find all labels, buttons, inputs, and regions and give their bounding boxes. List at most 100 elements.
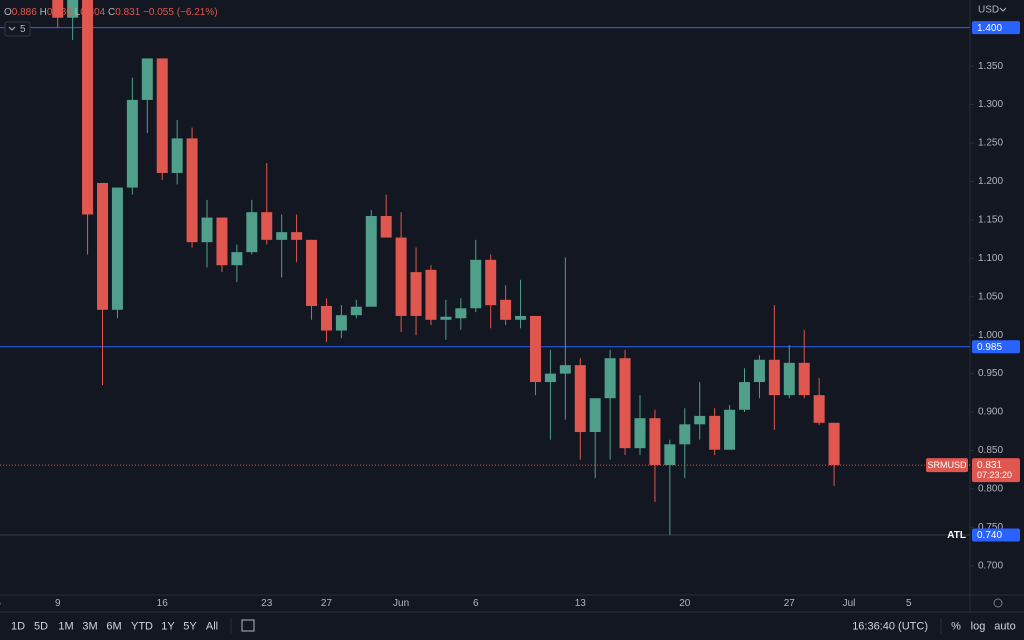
high-value: 0.886 xyxy=(47,7,72,18)
range-button[interactable]: YTD xyxy=(131,620,153,632)
candle-body xyxy=(291,232,303,240)
x-tick-label: 5 xyxy=(906,598,912,609)
y-tick-label: 1.250 xyxy=(978,138,1003,149)
clock: 16:36:40 (UTC) xyxy=(852,620,928,632)
price-line-label-bg xyxy=(972,340,1020,354)
candle-body xyxy=(425,269,437,320)
range-button[interactable]: 1M xyxy=(58,620,73,632)
candle-body xyxy=(171,138,183,173)
open-value: 0.886 xyxy=(12,7,37,18)
percent-button[interactable]: % xyxy=(951,620,961,632)
log-button[interactable]: log xyxy=(971,620,986,632)
candle-body xyxy=(709,415,721,450)
candle-body xyxy=(768,359,780,396)
candle-body xyxy=(589,398,601,433)
y-tick-label: 0.900 xyxy=(978,407,1003,418)
x-tick-label: 9 xyxy=(55,598,61,609)
candle-body xyxy=(186,138,198,243)
candle-body xyxy=(783,362,795,396)
candle-body xyxy=(529,315,541,383)
candle-body xyxy=(739,382,750,410)
low-value: 0.804 xyxy=(80,7,105,18)
candle-body xyxy=(828,422,840,466)
y-tick-label: 1.150 xyxy=(978,214,1003,225)
x-tick-label: 27 xyxy=(321,598,333,609)
date-range-icon[interactable] xyxy=(241,619,255,632)
price-line-label-bg xyxy=(972,21,1020,35)
range-button[interactable]: 5D xyxy=(34,620,48,632)
candle-body xyxy=(604,358,616,399)
x-tick-label: Jul xyxy=(843,598,856,609)
candle-body xyxy=(634,418,646,449)
candle-body xyxy=(500,299,512,320)
currency-arrow xyxy=(999,7,1007,12)
settings-icon[interactable] xyxy=(993,598,1003,608)
open-prefix: O0.886 H0.886 L0.804 C0.831 −0.055 (−6.2… xyxy=(4,7,218,18)
candle-body xyxy=(694,415,706,425)
candle-body xyxy=(201,217,213,243)
range-button[interactable]: All xyxy=(206,620,218,632)
symbol-label-bg xyxy=(926,458,968,473)
x-tick-label: 16 xyxy=(157,598,169,609)
range-button[interactable]: 1Y xyxy=(161,620,175,632)
range-button[interactable]: 1D xyxy=(11,620,25,632)
candle-body xyxy=(813,395,825,423)
candle-body xyxy=(82,0,94,215)
candle-body xyxy=(335,315,347,331)
y-tick-label: 1.050 xyxy=(978,291,1003,302)
y-tick-label: 1.100 xyxy=(978,253,1003,264)
candle-body xyxy=(231,252,243,266)
candle-body xyxy=(97,182,109,310)
candle-body xyxy=(679,424,691,445)
x-tick-label: 5 xyxy=(0,598,1,609)
badge-arrow xyxy=(8,26,16,31)
candle-body xyxy=(320,305,332,331)
candle-body xyxy=(395,237,407,316)
high-prefix: H xyxy=(40,7,47,18)
candle-body xyxy=(67,0,79,18)
axes: 0.700 0.750 0.800 0.850 0.900 0.950 1.000 1.050… xyxy=(0,21,1020,609)
x-tick-label: 23 xyxy=(261,598,273,609)
y-tick-label: 1.200 xyxy=(978,176,1003,187)
x-tick-label: Jun xyxy=(393,598,409,609)
atl-text: ATL xyxy=(947,530,966,541)
x-tick-label: 27 xyxy=(784,598,796,609)
candle-body xyxy=(515,315,527,320)
candle-body xyxy=(380,216,392,238)
candle-body xyxy=(365,216,377,307)
y-tick-label: 1.000 xyxy=(978,330,1003,341)
low-prefix: L xyxy=(75,7,81,18)
indicator-badge[interactable] xyxy=(4,21,31,37)
countdown: 07:23:20 xyxy=(977,470,1012,480)
x-tick-label: 20 xyxy=(679,598,691,609)
y-tick-label: 0.950 xyxy=(978,368,1003,379)
price-line-label: 1.400 xyxy=(977,23,1002,34)
last-price-label: 0.831 xyxy=(977,460,1002,471)
auto-button[interactable]: auto xyxy=(994,620,1015,632)
candle-body xyxy=(111,187,123,310)
candle-body xyxy=(440,316,452,320)
indicator-badge-label[interactable]: 5 xyxy=(20,24,26,35)
range-button[interactable]: 5Y xyxy=(183,620,197,632)
candle-body xyxy=(216,217,228,266)
candle-body xyxy=(619,358,631,449)
candle-body xyxy=(141,58,153,100)
candle-body xyxy=(455,308,467,319)
y-tick-label: 1.300 xyxy=(978,99,1003,110)
y-tick-label: 0.850 xyxy=(978,445,1003,456)
candle-body xyxy=(276,232,288,240)
range-button[interactable]: 3M xyxy=(82,620,97,632)
x-tick-label: 6 xyxy=(473,598,479,609)
candle-body xyxy=(544,373,556,383)
symbol-label: SRMUSD xyxy=(927,460,967,470)
toolbar: 1D 5D 1M 3M 6M YTD 1Y 5Y All 16:36:40 (UTC)% log au… xyxy=(11,618,1016,634)
y-tick-label: 0.700 xyxy=(978,560,1003,571)
range-button[interactable]: 6M xyxy=(106,620,121,632)
candle-body xyxy=(664,444,676,466)
candle-body xyxy=(649,418,661,466)
close-value: 0.831 xyxy=(115,7,140,18)
price-line-label: 0.985 xyxy=(977,342,1002,353)
candle-body xyxy=(350,306,362,316)
